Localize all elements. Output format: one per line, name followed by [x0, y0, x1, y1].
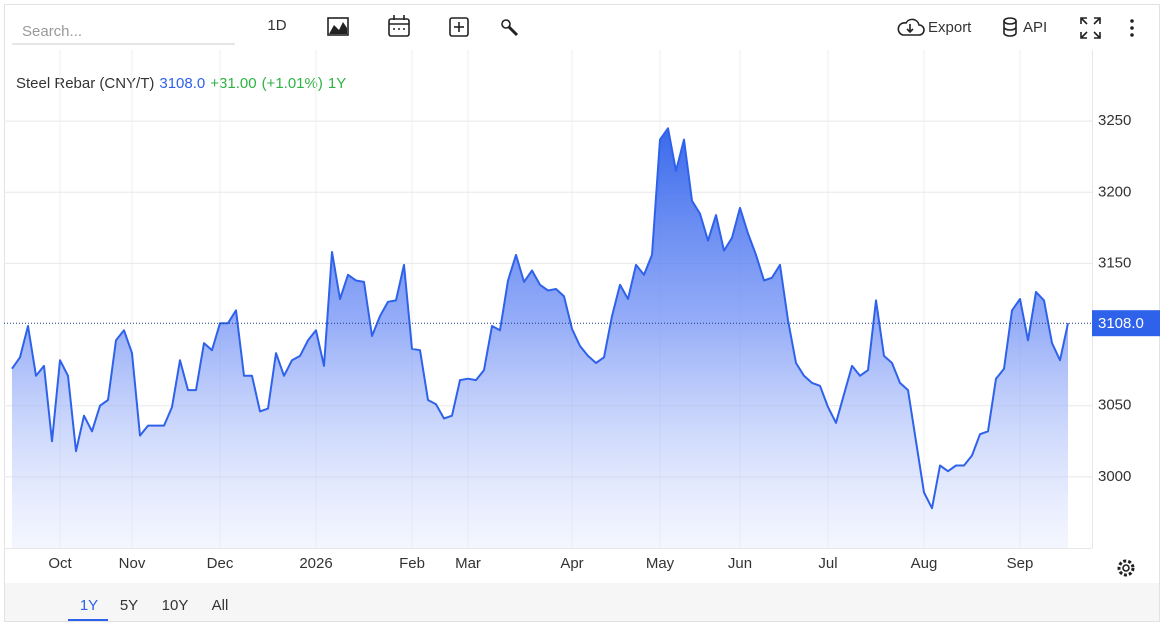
- x-tick-label: Oct: [48, 555, 72, 572]
- more-menu-icon[interactable]: [1130, 19, 1134, 37]
- last-value-badge: [1092, 310, 1160, 337]
- calendar-icon[interactable]: [388, 15, 410, 37]
- change: +31.00: [210, 75, 256, 92]
- api-icon[interactable]: [1003, 17, 1017, 37]
- y-tick-label: 3150: [1098, 254, 1131, 271]
- x-tick-label: Jun: [728, 555, 752, 572]
- y-tick-label: 3250: [1098, 112, 1131, 129]
- range-tab[interactable]: All: [212, 597, 229, 614]
- x-tick-label: Mar: [455, 555, 481, 572]
- change-percent: (+1.01%): [262, 75, 323, 92]
- settings-icon[interactable]: [1117, 559, 1135, 577]
- x-tick-label: Dec: [207, 555, 234, 572]
- x-tick-label: Feb: [399, 555, 425, 572]
- period: 1Y: [328, 75, 346, 92]
- area-fill: [12, 128, 1068, 549]
- api-button[interactable]: API: [1023, 19, 1047, 36]
- chart-type-icon[interactable]: [327, 17, 349, 36]
- add-indicator-icon[interactable]: [449, 17, 469, 37]
- export-icon[interactable]: [897, 18, 925, 36]
- tools-icon[interactable]: [501, 19, 519, 37]
- x-tick-label: Nov: [119, 555, 146, 572]
- x-tick-label: Jul: [818, 555, 837, 572]
- range-tab[interactable]: 10Y: [162, 597, 189, 614]
- x-tick-label: Apr: [560, 555, 583, 572]
- y-tick-label: 3050: [1098, 397, 1131, 414]
- range-tab[interactable]: 1Y: [80, 597, 98, 614]
- plot: [4, 50, 1092, 549]
- x-tick-label: 2026: [299, 555, 332, 572]
- last-value: 3108.0: [159, 75, 205, 92]
- range-bar: [5, 583, 1159, 621]
- search-box[interactable]: [12, 16, 235, 44]
- export-button[interactable]: Export: [928, 19, 972, 36]
- x-tick-label: May: [646, 555, 675, 572]
- price-line: [11, 127, 1069, 510]
- x-tick-label: Aug: [911, 555, 938, 572]
- range-tab[interactable]: 5Y: [120, 597, 138, 614]
- y-tick-label: 3000: [1098, 468, 1131, 485]
- y-tick-label: 3200: [1098, 183, 1131, 200]
- chart-title: Steel Rebar (CNY/T): [16, 75, 154, 92]
- x-tick-label: Sep: [1007, 555, 1034, 572]
- interval-button[interactable]: 1D: [267, 17, 286, 34]
- fullscreen-icon[interactable]: [1080, 17, 1101, 39]
- search-placeholder: Search...: [22, 23, 82, 40]
- chart-header: Steel Rebar (CNY/T) 3108.0 +31.00 (+1.01%) 1…: [16, 75, 346, 92]
- last-value-badge-label: 3108.0: [1098, 315, 1144, 332]
